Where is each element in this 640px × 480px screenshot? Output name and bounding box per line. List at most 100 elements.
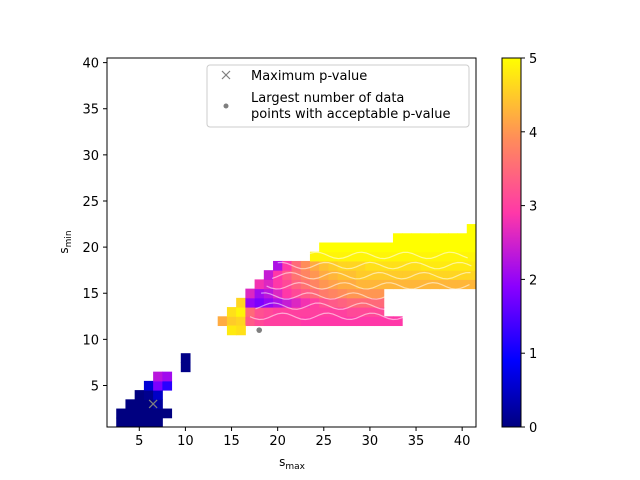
heatmap-cell (319, 251, 329, 262)
heatmap-cell (291, 297, 302, 308)
heatmap-cell (273, 279, 283, 290)
heatmap-cell (273, 288, 283, 299)
heatmap-cell (291, 260, 302, 271)
heatmap-cell (263, 307, 274, 317)
x-tick-label: 40 (454, 434, 471, 449)
heatmap-cell (356, 260, 366, 271)
heatmap-cell (245, 288, 256, 299)
heatmap-cell (374, 260, 385, 271)
contour-line (282, 251, 468, 260)
heatmap-cell (374, 316, 385, 327)
heatmap-cell (392, 260, 403, 271)
heatmap-cell (411, 233, 422, 243)
colorbar-ticks: 0 1 2 3 4 5 (521, 52, 537, 436)
heatmap-cell (392, 233, 403, 243)
colorbar-tick-label: 2 (529, 273, 537, 288)
heatmap-cell (402, 251, 412, 262)
heatmap-cell (356, 242, 366, 253)
x-tick-label: 20 (269, 434, 286, 449)
heatmap-cell (346, 316, 357, 327)
heatmap-cell (236, 307, 246, 317)
heatmap-cell (429, 279, 440, 290)
heatmap-cell (309, 270, 320, 280)
x-tick-label: 35 (408, 434, 425, 449)
heatmap-cell (457, 260, 468, 271)
heatmap-cell (383, 260, 394, 271)
heatmap-cell (125, 399, 136, 410)
heatmap-cell (300, 297, 311, 308)
heatmap-cell (116, 417, 126, 427)
heatmap-cell (466, 242, 476, 253)
heatmap-cell (282, 279, 292, 290)
heatmap-cell (466, 260, 476, 271)
heatmap-cell (273, 270, 283, 280)
heatmap-cell (448, 260, 459, 271)
x-tick-label: 10 (177, 434, 194, 449)
heatmap-cell (291, 316, 302, 327)
y-axis-label: smin (57, 230, 74, 253)
legend-dot-marker-icon (223, 103, 229, 109)
heatmap-cell (365, 242, 376, 253)
heatmap-cell (411, 251, 422, 262)
heatmap-cell (365, 297, 376, 308)
heatmap-cell (116, 408, 126, 419)
y-tick-label: 40 (82, 57, 99, 72)
heatmap-cell (328, 270, 339, 280)
contour-line (249, 312, 472, 321)
heatmap-cell (309, 279, 320, 290)
heatmap-cell (153, 408, 163, 419)
heatmap-cell (245, 316, 256, 327)
heatmap-cell (328, 316, 339, 327)
heatmap-cell (402, 279, 412, 290)
heatmap-cell (365, 316, 376, 327)
heatmap-cell (273, 307, 283, 317)
heatmap-cell (328, 260, 339, 271)
y-tick-label: 20 (82, 241, 99, 256)
heatmap-cell (365, 260, 376, 271)
heatmap-cell (448, 242, 459, 253)
heatmap-cell (346, 307, 357, 317)
heatmap-cell (356, 251, 366, 262)
heatmap-cell (217, 316, 228, 327)
heatmap-cell (300, 316, 311, 327)
heatmap-cell (457, 279, 468, 290)
heatmap-cell (236, 325, 246, 336)
heatmap-cell (282, 270, 292, 280)
heatmap-cell (365, 279, 376, 290)
heatmap-cell (328, 288, 339, 299)
heatmap-cell (282, 297, 292, 308)
heatmap-cell (439, 270, 449, 280)
heatmap-cell (383, 316, 394, 327)
heatmap-cell (457, 251, 468, 262)
colorbar-tick-label: 4 (529, 126, 537, 141)
heatmap-cell (143, 390, 154, 400)
y-tick-label: 25 (82, 195, 99, 210)
heatmap-cell (282, 307, 292, 317)
heatmap-cell (254, 297, 265, 308)
heatmap-cell (383, 279, 394, 290)
heatmap-cell (143, 408, 154, 419)
max-pvalue-marker (148, 399, 158, 409)
heatmap-cell (328, 297, 339, 308)
contour-line (277, 261, 472, 270)
y-tick-label: 35 (82, 103, 99, 118)
heatmap-cell (134, 408, 145, 419)
heatmap-cell (162, 408, 173, 419)
heatmap-cell (402, 270, 412, 280)
heatmap-cell (162, 380, 173, 391)
heatmap-cell (319, 288, 329, 299)
y-axis-ticks: 5 10 15 20 25 30 35 40 (82, 57, 107, 394)
heatmap-cell (439, 260, 449, 271)
colorbar (501, 57, 522, 428)
heatmap-cell (263, 279, 274, 290)
contour-line (271, 271, 471, 280)
heatmap-cell (411, 242, 422, 253)
y-tick-label: 10 (82, 333, 99, 348)
heatmap-cell (282, 288, 292, 299)
heatmap-cell (448, 233, 459, 243)
heatmap-cell (300, 270, 311, 280)
heatmap-cell (291, 270, 302, 280)
heatmap-cell (254, 307, 265, 317)
heatmap-cell (346, 260, 357, 271)
